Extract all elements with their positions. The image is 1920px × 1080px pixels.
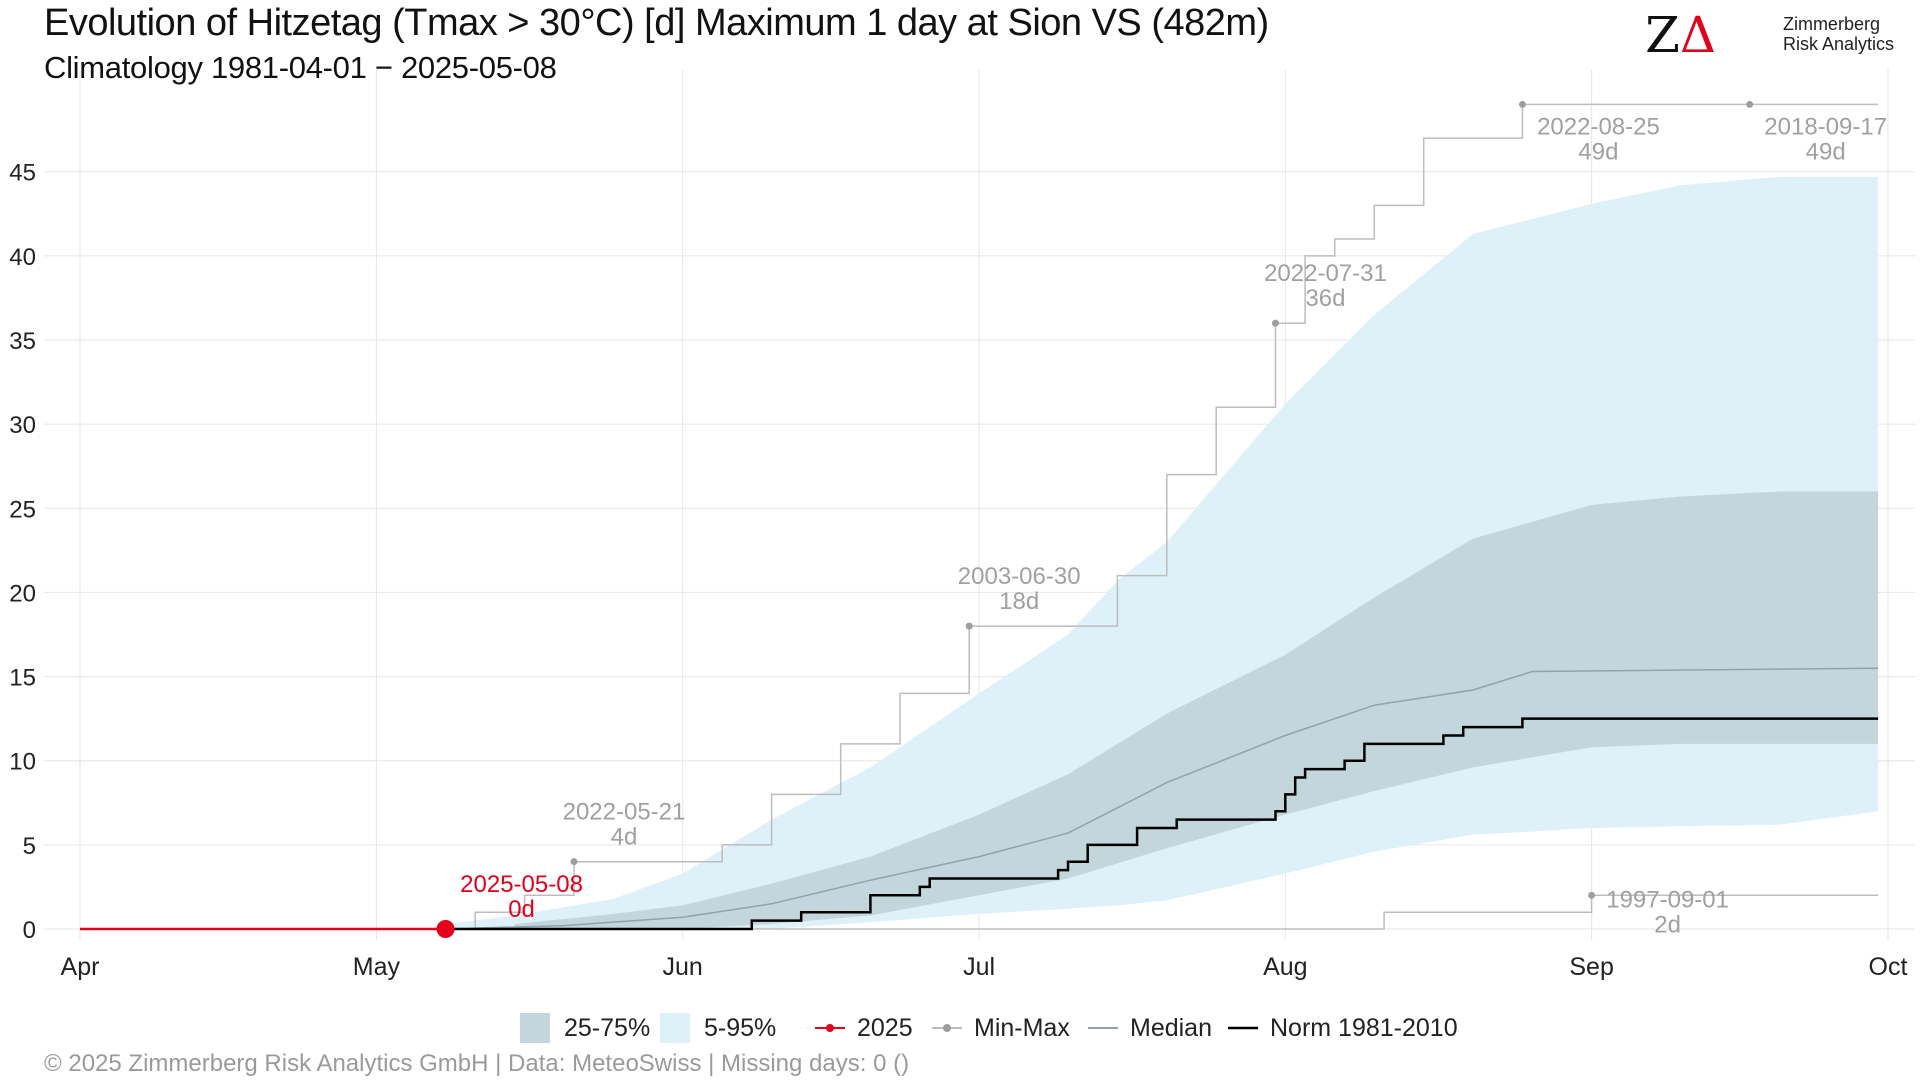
band-25-75 (514, 491, 1879, 929)
legend-item-iqr: 25-75% (520, 1011, 650, 1045)
annotation-value-label: 49d (1578, 138, 1618, 165)
record-point (965, 622, 973, 630)
x-tick-label: Jul (963, 953, 995, 981)
legend-marker-median-icon (1088, 1027, 1118, 1029)
legend-item-minmax: Min-Max (932, 1011, 1070, 1045)
chart-subtitle: Climatology 1981-04-01 − 2025-05-08 (44, 50, 557, 85)
legend-marker-current-icon (815, 1024, 845, 1032)
annotation-value-label: 49d (1806, 138, 1846, 165)
y-tick-label: 10 (9, 749, 36, 776)
annotation-date-label: 1997-09-01 (1606, 886, 1729, 913)
x-tick-label: Apr (61, 953, 100, 981)
x-tick-label: Jun (663, 953, 703, 981)
legend-item-median: Median (1088, 1011, 1212, 1045)
chart-legend: 25-75% 5-95% 2025 Min-Max Median Norm 19… (0, 1011, 1920, 1045)
y-tick-label: 15 (9, 665, 36, 692)
legend-swatch-iqr (520, 1013, 550, 1043)
legend-marker-minmax-icon (932, 1024, 962, 1032)
legend-label-minmax: Min-Max (974, 1013, 1070, 1042)
annotation-date-label: 2022-07-31 (1264, 260, 1387, 287)
y-tick-label: 5 (23, 833, 36, 860)
y-tick-label: 45 (9, 160, 36, 187)
record-point (1271, 319, 1279, 327)
x-tick-label: Oct (1869, 953, 1908, 981)
logo-line-1: Zimmerberg (1782, 14, 1880, 34)
y-tick-label: 0 (23, 917, 36, 944)
record-point (570, 858, 578, 866)
legend-label-median: Median (1130, 1013, 1212, 1042)
axis-layer: 0 5 10 15 20 25 30 35 40 45 Apr May Jun Jul Aug Sep Oct (9, 160, 1907, 981)
legend-label-p5-95: 5-95% (704, 1013, 777, 1042)
annotation-date-label: 2003-06-30 (958, 563, 1081, 590)
legend-swatch-p5-95 (660, 1013, 690, 1043)
record-point (1746, 100, 1754, 108)
legend-label-current: 2025 (857, 1013, 913, 1042)
annotation-date-label: 2022-08-25 (1537, 113, 1660, 140)
y-tick-label: 40 (9, 244, 36, 271)
legend-marker-norm-icon (1228, 1026, 1258, 1030)
annotation-value-label: 4d (611, 824, 638, 851)
record-point (1518, 100, 1526, 108)
annotation-value-label: 2d (1654, 911, 1681, 938)
legend-item-norm: Norm 1981-2010 (1228, 1011, 1458, 1045)
annotation-date-label: 2022-05-21 (563, 799, 686, 826)
median-line (445, 667, 1879, 930)
annotation-date-label: 2018-09-17 (1764, 113, 1887, 140)
band-layer (445, 176, 1879, 930)
legend-label-iqr: 25-75% (564, 1013, 651, 1042)
max-record-line (445, 103, 1879, 930)
logo-text: Zimmerberg Risk Analytics (1783, 14, 1894, 54)
y-tick-label: 20 (9, 580, 36, 607)
x-tick-label: Sep (1569, 953, 1613, 981)
logo-line-2: Risk Analytics (1782, 34, 1894, 54)
legend-label-norm: Norm 1981-2010 (1270, 1013, 1458, 1042)
x-tick-label: May (353, 953, 401, 981)
logo-mark-icon: ZΔ (1645, 6, 1716, 64)
y-tick-label: 30 (9, 412, 36, 439)
footer-copyright: © 2025 Zimmerberg Risk Analytics GmbH | … (44, 1050, 910, 1077)
legend-item-p5-95: 5-95% (660, 1011, 776, 1045)
current-2025-point (436, 920, 455, 938)
y-tick-label: 25 (9, 496, 36, 523)
annotation-value-label: 0d (508, 896, 535, 923)
norm-1981-2010-line (445, 717, 1879, 931)
x-tick-label: Aug (1263, 953, 1307, 981)
record-point (1588, 891, 1596, 899)
chart-title: Evolution of Hitzetag (Tmax > 30°C) [d] … (44, 2, 1269, 44)
legend-item-current: 2025 (815, 1011, 913, 1045)
annotation-date-label: 2025-05-08 (460, 871, 583, 898)
y-tick-label: 35 (9, 328, 36, 355)
annotation-value-label: 36d (1305, 285, 1345, 312)
annotation-value-label: 18d (999, 588, 1039, 615)
